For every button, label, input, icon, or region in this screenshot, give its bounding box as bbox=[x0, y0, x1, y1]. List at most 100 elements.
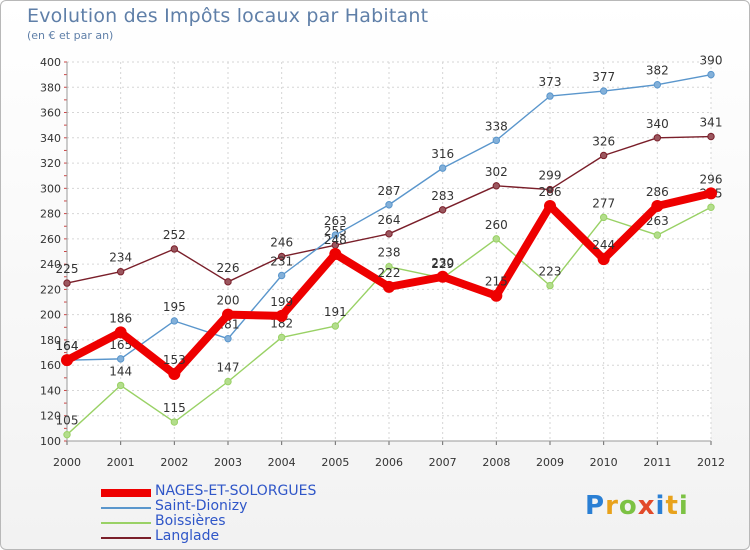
x-tick-label: 2009 bbox=[536, 456, 564, 469]
data-label-boissi-res: 263 bbox=[646, 214, 669, 228]
data-point-nages-et-solorgues bbox=[329, 248, 342, 261]
data-label-langlade: 255 bbox=[324, 224, 347, 238]
data-label-saint-dionizy: 377 bbox=[592, 70, 615, 84]
data-label-saint-dionizy: 373 bbox=[539, 75, 562, 89]
data-point-boissi-res bbox=[385, 262, 393, 271]
legend-label-nages: NAGES-ET-SOLORGUES bbox=[155, 483, 317, 499]
data-label-saint-dionizy: 382 bbox=[646, 64, 669, 78]
data-label-saint-dionizy: 316 bbox=[431, 147, 454, 161]
data-label-langlade: 283 bbox=[431, 189, 454, 203]
data-point-saint-dionizy bbox=[331, 231, 340, 239]
data-point-nages-et-solorgues bbox=[383, 280, 395, 293]
x-tick-label: 2006 bbox=[375, 456, 403, 469]
data-label-nages-et-solorgues: 153 bbox=[163, 353, 186, 367]
data-point-langlade bbox=[546, 185, 554, 194]
data-label-saint-dionizy: 287 bbox=[378, 184, 401, 198]
data-label-langlade: 302 bbox=[485, 165, 508, 179]
x-tick-label: 2010 bbox=[590, 456, 618, 469]
data-point-langlade bbox=[653, 134, 662, 142]
data-point-nages-et-solorgues bbox=[544, 200, 556, 213]
data-point-saint-dionizy bbox=[546, 92, 554, 100]
data-point-nages-et-solorgues bbox=[490, 289, 503, 302]
data-label-langlade: 341 bbox=[700, 116, 723, 130]
legend-swatch-saint-dionizy bbox=[101, 506, 151, 509]
data-point-saint-dionizy bbox=[492, 136, 501, 145]
logo-letter: x bbox=[637, 491, 656, 521]
data-point-boissi-res bbox=[653, 231, 662, 239]
data-label-langlade: 340 bbox=[646, 117, 669, 131]
data-label-langlade: 226 bbox=[217, 261, 240, 275]
data-point-langlade bbox=[116, 268, 125, 276]
x-tick-label: 2000 bbox=[53, 456, 81, 469]
data-point-saint-dionizy bbox=[653, 81, 662, 89]
data-label-nages-et-solorgues: 215 bbox=[485, 275, 508, 289]
chart-subtitle: (en € et par an) bbox=[27, 29, 114, 42]
data-point-langlade bbox=[492, 182, 501, 190]
data-point-nages-et-solorgues bbox=[705, 187, 717, 200]
x-tick-label: 2008 bbox=[482, 456, 510, 469]
y-tick-label: 160 bbox=[40, 359, 61, 372]
data-label-saint-dionizy: 338 bbox=[485, 119, 508, 133]
data-point-nages-et-solorgues bbox=[168, 368, 181, 381]
y-tick-label: 280 bbox=[40, 208, 61, 221]
data-label-langlade: 326 bbox=[592, 134, 615, 148]
data-label-saint-dionizy: 390 bbox=[700, 54, 723, 68]
data-point-langlade bbox=[438, 206, 447, 214]
logo-letter: i bbox=[678, 491, 689, 521]
data-label-saint-dionizy: 164 bbox=[56, 339, 79, 353]
y-tick-label: 220 bbox=[40, 283, 61, 296]
data-label-boissi-res: 238 bbox=[378, 246, 401, 260]
data-point-boissi-res bbox=[170, 418, 179, 426]
data-label-nages-et-solorgues: 296 bbox=[700, 172, 723, 186]
data-point-nages-et-solorgues bbox=[222, 308, 234, 321]
x-tick-label: 2004 bbox=[268, 456, 296, 469]
data-point-langlade bbox=[599, 151, 608, 160]
data-point-saint-dionizy bbox=[277, 271, 286, 280]
data-label-nages-et-solorgues: 164 bbox=[56, 339, 79, 353]
data-point-langlade bbox=[385, 230, 393, 238]
data-label-boissi-res: 147 bbox=[217, 361, 240, 375]
data-label-langlade: 252 bbox=[163, 228, 186, 242]
data-point-nages-et-solorgues bbox=[436, 270, 449, 283]
data-point-boissi-res bbox=[116, 381, 125, 390]
legend-label-boissieres: Boissières bbox=[155, 513, 226, 529]
data-label-langlade: 246 bbox=[270, 236, 293, 250]
y-tick-label: 240 bbox=[40, 258, 61, 271]
data-label-langlade: 299 bbox=[539, 169, 562, 183]
data-point-nages-et-solorgues bbox=[597, 253, 610, 266]
y-tick-label: 140 bbox=[40, 384, 61, 397]
y-tick-label: 200 bbox=[40, 309, 61, 322]
proxiti-logo: Proxiti bbox=[585, 491, 689, 521]
data-label-boissi-res: 144 bbox=[109, 364, 132, 378]
data-point-boissi-res bbox=[277, 333, 286, 342]
data-point-langlade bbox=[63, 279, 71, 287]
data-label-boissi-res: 115 bbox=[163, 401, 186, 415]
data-label-nages-et-solorgues: 244 bbox=[592, 238, 615, 252]
y-tick-label: 400 bbox=[40, 56, 61, 69]
data-point-boissi-res bbox=[707, 203, 715, 211]
y-tick-label: 180 bbox=[40, 334, 61, 347]
x-tick-label: 2001 bbox=[107, 456, 135, 469]
y-tick-label: 360 bbox=[40, 107, 61, 120]
logo-letter: t bbox=[665, 491, 679, 521]
data-point-saint-dionizy bbox=[224, 334, 232, 343]
logo-letter: r bbox=[605, 491, 619, 521]
logo-letter: o bbox=[618, 491, 638, 521]
logo-letter: P bbox=[585, 491, 606, 521]
x-tick-label: 2002 bbox=[160, 456, 188, 469]
data-point-nages-et-solorgues bbox=[114, 326, 127, 339]
data-point-nages-et-solorgues bbox=[275, 309, 288, 322]
y-tick-label: 320 bbox=[40, 157, 61, 170]
legend-swatch-boissieres bbox=[101, 521, 151, 524]
x-tick-label: 2003 bbox=[214, 456, 242, 469]
y-tick-label: 300 bbox=[40, 182, 61, 195]
legend-label-langlade: Langlade bbox=[155, 528, 220, 544]
data-point-boissi-res bbox=[599, 213, 608, 222]
data-label-nages-et-solorgues: 248 bbox=[324, 233, 347, 247]
data-label-boissi-res: 105 bbox=[56, 414, 79, 428]
x-tick-label: 2012 bbox=[697, 456, 725, 469]
data-label-boissi-res: 223 bbox=[539, 265, 562, 279]
data-point-saint-dionizy bbox=[116, 355, 125, 363]
